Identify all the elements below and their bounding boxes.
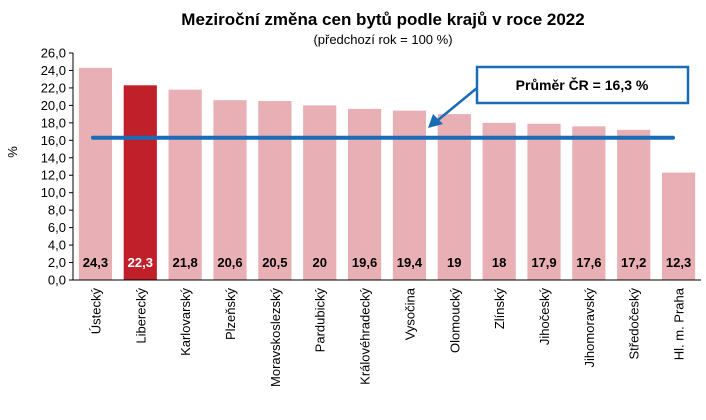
bar-value-label: 20 bbox=[312, 255, 326, 270]
x-tick-label: Moravskoslezský bbox=[268, 288, 283, 387]
x-tick-label: Olomoucký bbox=[447, 288, 462, 354]
average-callout-arrowhead bbox=[428, 114, 443, 128]
y-tick-label: 20,0 bbox=[41, 98, 66, 113]
x-tick-label: Královéhradecký bbox=[358, 288, 373, 385]
bar bbox=[572, 126, 606, 280]
bar bbox=[123, 85, 157, 280]
x-tick-label: Plzeňský bbox=[223, 288, 238, 341]
x-tick-label: Liberecký bbox=[133, 288, 148, 344]
bar-value-label: 17,9 bbox=[531, 255, 556, 270]
y-tick-label: 16,0 bbox=[41, 133, 66, 148]
y-tick-label: 8,0 bbox=[48, 203, 66, 218]
x-tick-label: Vysočina bbox=[402, 287, 417, 340]
bar-value-label: 17,6 bbox=[576, 255, 601, 270]
y-tick-label: 2,0 bbox=[48, 255, 66, 270]
y-axis-label: % bbox=[5, 146, 20, 158]
y-tick-label: 18,0 bbox=[41, 115, 66, 130]
average-callout-arrow bbox=[437, 87, 478, 121]
value-labels: 24,3 22,3 21,8 20,6 20,5 20 19,6 19,4 19 18 17,9 17… bbox=[83, 255, 691, 270]
x-tick-label: Pardubický bbox=[313, 288, 328, 353]
y-tick-label: 12,0 bbox=[41, 168, 66, 183]
chart-title: Meziroční změna cen bytů podle krajů v r… bbox=[181, 10, 584, 29]
x-tick-label: Ústecký bbox=[88, 288, 103, 335]
x-tick-label: Hl. m. Praha bbox=[672, 287, 687, 360]
x-tick-label: Jihomoravský bbox=[582, 288, 597, 368]
bar-value-label: 17,2 bbox=[621, 255, 646, 270]
y-tick-label: 24,0 bbox=[41, 63, 66, 78]
x-tick-label: Středočeský bbox=[627, 288, 642, 360]
bar bbox=[527, 123, 561, 280]
x-tick-label: Zlínský bbox=[492, 288, 507, 330]
bar bbox=[78, 67, 113, 280]
bar-value-label: 19,6 bbox=[352, 255, 377, 270]
bar-value-label: 20,6 bbox=[217, 255, 242, 270]
y-tick-label: 6,0 bbox=[48, 220, 66, 235]
bar bbox=[258, 101, 292, 281]
average: Průměr ČR = 16,3 % bbox=[91, 65, 690, 140]
y-tick-label: 26,0 bbox=[41, 46, 66, 61]
bar-value-label: 19 bbox=[447, 255, 461, 270]
bar-value-label: 12,3 bbox=[666, 255, 691, 270]
y-tick-label: 14,0 bbox=[41, 150, 66, 165]
bar-value-label: 20,5 bbox=[262, 255, 287, 270]
x-tick-label: Jihočeský bbox=[537, 288, 552, 346]
bar bbox=[168, 89, 202, 281]
bar bbox=[617, 129, 651, 280]
y-tick-label: 22,0 bbox=[41, 80, 66, 95]
y-tick-label: 10,0 bbox=[41, 185, 66, 200]
bar-value-label: 21,8 bbox=[172, 255, 197, 270]
bar bbox=[213, 100, 247, 281]
chart-subtitle: (předchozí rok = 100 %) bbox=[313, 32, 452, 47]
bar-value-label: 18 bbox=[492, 255, 506, 270]
bar-value-label: 24,3 bbox=[83, 255, 108, 270]
y-axis: 0,0 2,0 4,0 6,0 8,0 10,0 12,0 14,0 16,0 18,0 20,0 2… bbox=[41, 46, 74, 288]
average-callout-label: Průměr ČR = 16,3 % bbox=[516, 76, 649, 93]
average-callout-box bbox=[475, 65, 690, 105]
bar bbox=[482, 122, 516, 280]
y-tick-label: 0,0 bbox=[48, 273, 66, 288]
bar-value-label: 19,4 bbox=[397, 255, 423, 270]
bar bbox=[661, 172, 696, 280]
y-tick-label: 4,0 bbox=[48, 238, 66, 253]
bar-value-label: 22,3 bbox=[128, 255, 153, 270]
bar bbox=[437, 114, 471, 280]
bars bbox=[78, 67, 696, 281]
x-tick-label: Karlovarský bbox=[178, 288, 193, 356]
x-axis: Ústecký Liberecký Karlovarský Plzeňský Morav… bbox=[73, 279, 701, 387]
bar bbox=[303, 105, 337, 280]
